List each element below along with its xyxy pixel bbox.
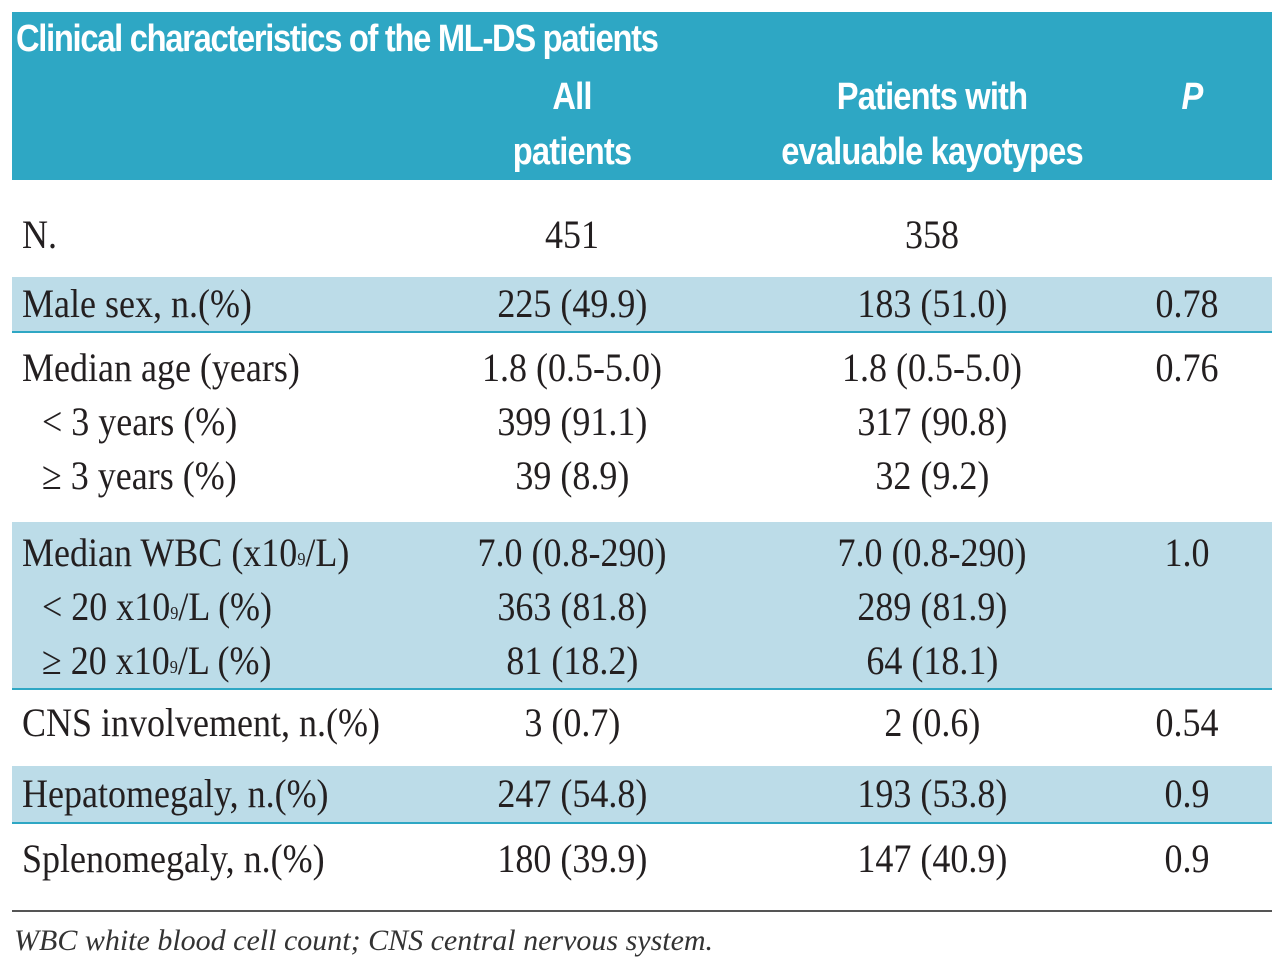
cell-evaluable: 64 (18.1) [866,638,998,683]
table-row-hepatomegaly: Hepatomegaly, n.(%) 247 (54.8) 193 (53.8… [12,766,1272,822]
cell-all-patients: 81 (18.2) [506,638,638,683]
row-label: ≥ 20 x109/L (%) [42,638,272,683]
table-footnote: WBC white blood cell count; CNS central … [14,924,714,957]
column-header-evaluable-karyotypes: Patients with evaluable kayotypes [781,76,1083,173]
row-label: Median age (years) [22,345,300,390]
cell-p-value [1122,395,1252,449]
row-divider [12,331,1272,333]
table-row-n: N. 451 358 [12,204,1272,268]
row-label: CNS involvement, n.(%) [22,700,380,745]
cell-all-patients: 225 (49.9) [497,281,647,326]
table-row-splenomegaly: Splenomegaly, n.(%) 180 (39.9) 147 (40.9… [12,824,1272,894]
cell-evaluable: 7.0 (0.8-290) [837,530,1027,575]
row-label: Splenomegaly, n.(%) [22,836,325,881]
row-label: Male sex, n.(%) [22,281,252,326]
cell-p-value: 0.9 [1164,771,1210,816]
cell-p-value: 0.78 [1155,281,1219,326]
column-header-all-patients: All patients [512,76,632,173]
cell-p-value: 0.54 [1155,700,1219,745]
row-label: ≥ 3 years (%) [42,453,237,498]
table-row-group-age: Median age (years) 1.8 (0.5-5.0) 1.8 (0.… [12,333,1272,508]
row-divider [12,822,1272,824]
cell-all-patients: 451 [545,212,599,257]
table-bottom-rule [12,910,1272,912]
cell-evaluable: 193 (53.8) [857,771,1007,816]
cell-p-value [1122,580,1252,634]
row-label: N. [22,212,58,257]
cell-all-patients: 399 (91.1) [497,399,647,444]
table-row-group-wbc: Median WBC (x109/L) 7.0 (0.8-290) 7.0 (0… [12,522,1272,688]
cell-all-patients: 3 (0.7) [524,700,620,745]
row-label: Hepatomegaly, n.(%) [22,771,329,816]
cell-all-patients: 1.8 (0.5-5.0) [482,345,662,390]
cell-p-value [1122,449,1252,503]
cell-p-value: 0.76 [1155,345,1219,390]
row-label: < 3 years (%) [42,399,238,444]
table-title: Clinical characteristics of the ML-DS pa… [16,18,659,60]
table-row-cns: CNS involvement, n.(%) 3 (0.7) 2 (0.6) 0… [12,690,1272,756]
row-label: < 20 x109/L (%) [42,584,273,629]
cell-all-patients: 363 (81.8) [497,584,647,629]
cell-all-patients: 39 (8.9) [515,453,629,498]
column-header-p-value: P [1181,76,1204,118]
cell-p-value [1122,208,1252,262]
cell-all-patients: 7.0 (0.8-290) [477,530,667,575]
cell-evaluable: 2 (0.6) [884,700,980,745]
cell-evaluable: 317 (90.8) [857,399,1007,444]
cell-p-value: 0.9 [1164,836,1210,881]
cell-evaluable: 147 (40.9) [857,836,1007,881]
cell-all-patients: 247 (54.8) [497,771,647,816]
cell-evaluable: 358 [905,212,959,257]
cell-evaluable: 289 (81.9) [857,584,1007,629]
cell-evaluable: 183 (51.0) [857,281,1007,326]
cell-evaluable: 1.8 (0.5-5.0) [842,345,1022,390]
row-divider [12,688,1272,690]
cell-p-value: 1.0 [1164,530,1210,575]
cell-evaluable: 32 (9.2) [875,453,989,498]
cell-all-patients: 180 (39.9) [497,836,647,881]
table-row-male-sex: Male sex, n.(%) 225 (49.9) 183 (51.0) 0.… [12,277,1272,331]
table-header: Clinical characteristics of the ML-DS pa… [12,12,1272,180]
characteristics-table: Clinical characteristics of the ML-DS pa… [12,12,1272,957]
cell-p-value [1122,634,1252,688]
row-label: Median WBC (x109/L) [22,530,350,575]
